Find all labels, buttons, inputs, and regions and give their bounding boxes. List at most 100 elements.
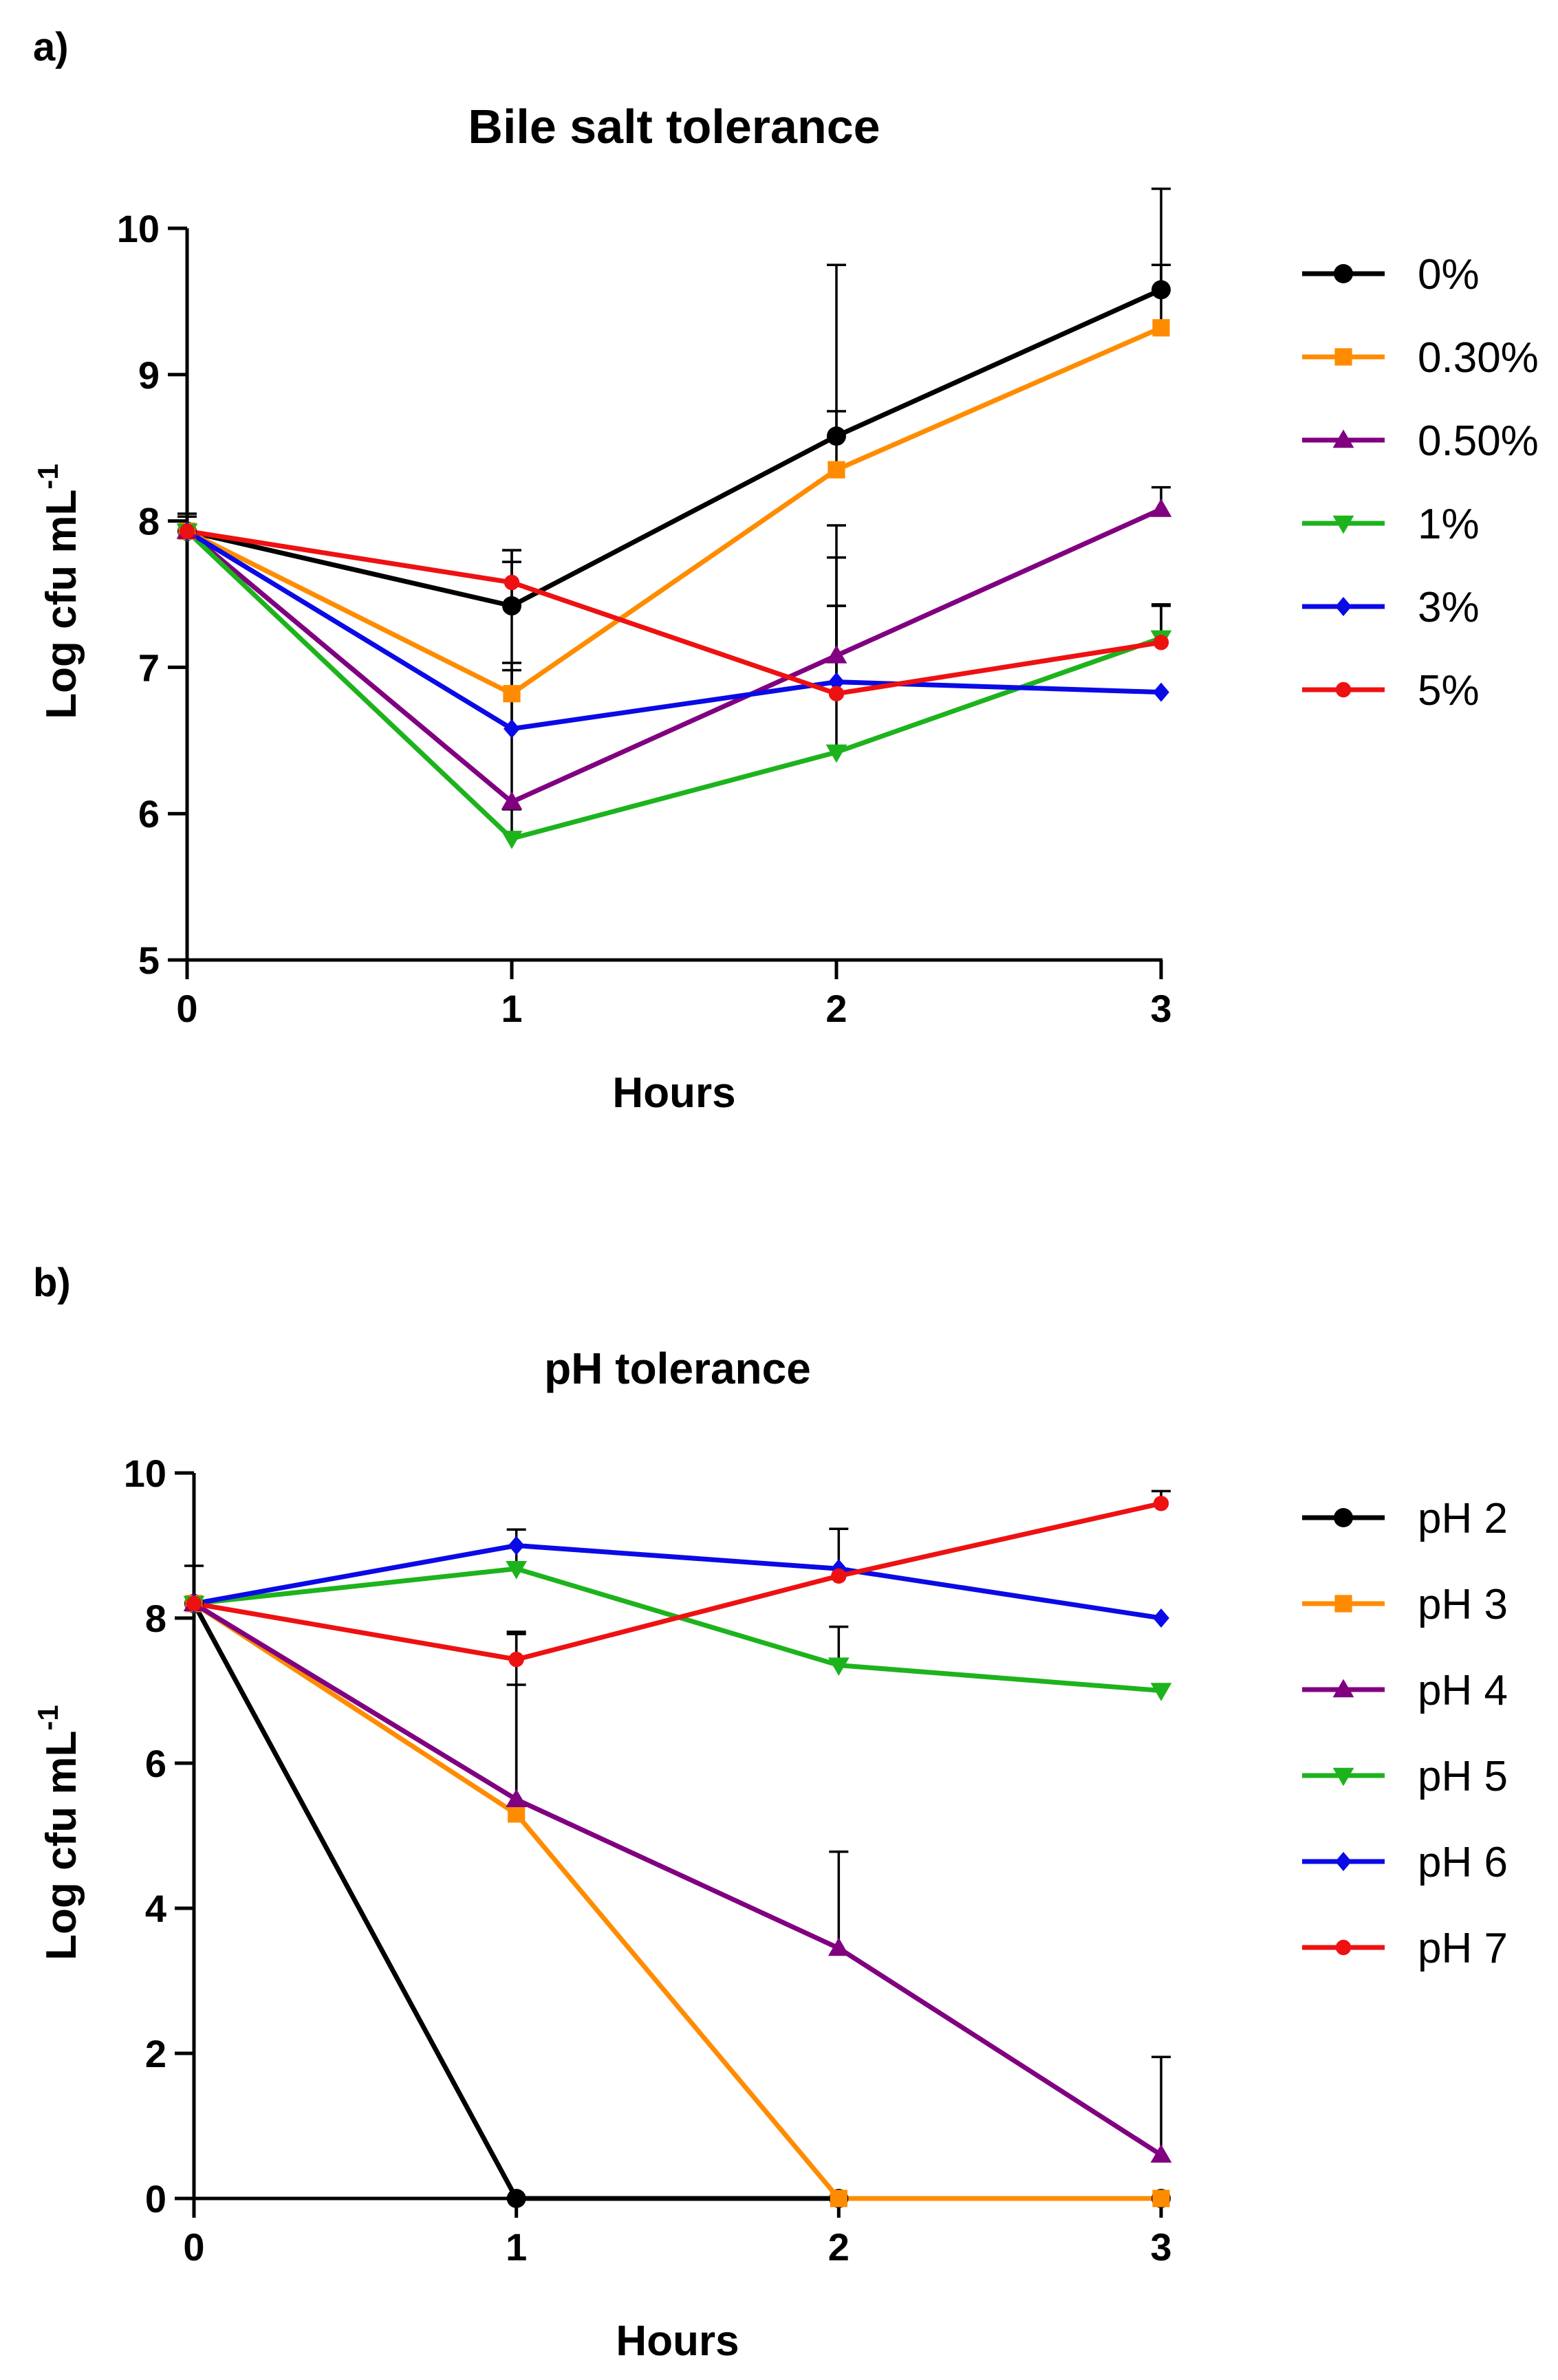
- data-point: [504, 719, 520, 739]
- legend-marker: [1334, 1595, 1352, 1613]
- legend-label: 1%: [1418, 501, 1480, 548]
- data-point: [827, 1657, 850, 1676]
- panel-b-label: b): [33, 1260, 71, 1305]
- panel-b-y-axis-label-text: Log cfu mL: [38, 1731, 85, 1961]
- series-line-ph-7: [193, 1500, 1162, 1662]
- legend-item: 0%: [1302, 251, 1480, 298]
- legend-item: pH 5: [1302, 1753, 1508, 1800]
- legend-marker: [1335, 1852, 1352, 1871]
- legend-label: pH 2: [1418, 1495, 1508, 1542]
- panel-a-title: Bile salt tolerance: [468, 100, 880, 153]
- data-point: [827, 1937, 850, 1956]
- data-point: [179, 523, 195, 539]
- y-tick-label: 5: [138, 939, 160, 982]
- legend-label: 5%: [1418, 667, 1480, 714]
- y-tick-label: 2: [145, 2032, 166, 2075]
- legend-label: 0.30%: [1418, 334, 1539, 382]
- data-point: [825, 644, 847, 664]
- error-bar: [827, 556, 846, 694]
- panel-a-x-axis-label: Hours: [612, 1069, 735, 1117]
- series-line-0-50-: [185, 507, 1162, 805]
- panel-b: b) pH tolerance 0 2 4 6 8 10 0 1 2 3 pH 2 pH 3 pH 4…: [32, 1260, 1508, 2365]
- series-line-3-: [186, 529, 1162, 732]
- legend-marker: [1335, 1939, 1352, 1956]
- data-point: [502, 596, 521, 616]
- x-tick-label: 3: [1150, 2225, 1171, 2269]
- x-tick-label: 1: [501, 987, 522, 1030]
- data-point: [506, 1789, 528, 1807]
- y-tick-label: 7: [138, 646, 160, 689]
- data-point: [506, 1561, 528, 1580]
- x-tick-label: 2: [828, 2225, 850, 2269]
- panel-a-y-axis-label-superscript: -1: [32, 463, 64, 489]
- data-point: [1150, 1683, 1172, 1701]
- panel-b-y-axis-label-superscript: -1: [32, 1705, 64, 1730]
- legend-item: pH 7: [1302, 1925, 1508, 1972]
- x-tick-label: 1: [506, 2225, 527, 2269]
- legend-label: pH 7: [1418, 1925, 1508, 1972]
- legend-label: pH 6: [1418, 1839, 1508, 1886]
- panel-a-y-axis-label-text: Log cfu mL: [38, 490, 85, 719]
- error-bar: [1151, 2055, 1171, 2155]
- legend-marker: [1334, 264, 1353, 283]
- data-point: [1153, 1496, 1169, 1511]
- data-point: [827, 426, 846, 446]
- legend-item: 1%: [1302, 501, 1480, 548]
- series-line-1-: [185, 529, 1162, 841]
- legend-item: 3%: [1302, 584, 1480, 631]
- error-bar: [1151, 187, 1171, 328]
- y-tick-label: 6: [138, 792, 160, 836]
- panel-a-y-axis-label: Log cfu mL-1: [32, 463, 85, 719]
- series-line-0-: [186, 287, 1162, 609]
- y-tick-label: 6: [145, 1742, 166, 1785]
- legend-marker: [1332, 1767, 1354, 1787]
- y-tick-label: 8: [145, 1597, 166, 1640]
- legend-item: pH 6: [1302, 1839, 1508, 1886]
- legend-item: pH 4: [1302, 1667, 1508, 1714]
- data-point: [827, 461, 845, 479]
- panel-a: a) Bile salt tolerance 5 6 7 8 9 10 0 1 2 3 0% 0.3…: [32, 25, 1539, 1117]
- y-tick-label: 10: [124, 1452, 166, 1495]
- y-tick-label: 8: [138, 500, 160, 543]
- data-point: [508, 1651, 524, 1668]
- data-point: [504, 574, 520, 591]
- data-point: [506, 2189, 526, 2208]
- series-line-ph-4: [193, 1601, 1162, 2157]
- data-point: [825, 744, 847, 763]
- legend-marker: [1334, 1508, 1353, 1527]
- data-point: [831, 1568, 847, 1584]
- legend-marker: [1335, 681, 1352, 698]
- x-tick-label: 0: [183, 2225, 204, 2269]
- legend-item: pH 2: [1302, 1495, 1508, 1542]
- legend-item: 0.50%: [1302, 417, 1539, 465]
- legend-item: 5%: [1302, 667, 1480, 714]
- data-point: [501, 831, 523, 849]
- data-point: [1150, 2144, 1172, 2163]
- data-point: [1153, 635, 1169, 651]
- legend-marker: [1332, 515, 1354, 534]
- legend-label: 3%: [1418, 584, 1480, 631]
- y-tick-label: 0: [145, 2177, 166, 2220]
- data-point: [1150, 499, 1172, 517]
- legend-marker: [1332, 1679, 1354, 1698]
- legend-item: pH 3: [1302, 1581, 1508, 1628]
- y-tick-label: 9: [138, 353, 160, 397]
- error-bar: [827, 263, 846, 437]
- data-point: [508, 1805, 526, 1823]
- data-point: [1153, 1608, 1169, 1628]
- legend-label: 0%: [1418, 251, 1480, 298]
- panel-a-plot: 5 6 7 8 9 10 0 1 2 3: [117, 187, 1172, 1030]
- series-line-ph-3: [193, 1601, 1161, 2201]
- y-tick-label: 10: [117, 207, 160, 250]
- data-point: [830, 2190, 847, 2207]
- data-point: [501, 791, 523, 810]
- data-point: [1152, 2190, 1170, 2207]
- x-tick-label: 0: [176, 987, 197, 1030]
- legend-marker: [1332, 429, 1354, 448]
- panel-b-title: pH tolerance: [544, 1344, 811, 1393]
- data-point: [1153, 682, 1169, 702]
- legend-marker: [1334, 348, 1352, 366]
- data-point: [1151, 280, 1171, 300]
- series-line-5-: [186, 529, 1162, 697]
